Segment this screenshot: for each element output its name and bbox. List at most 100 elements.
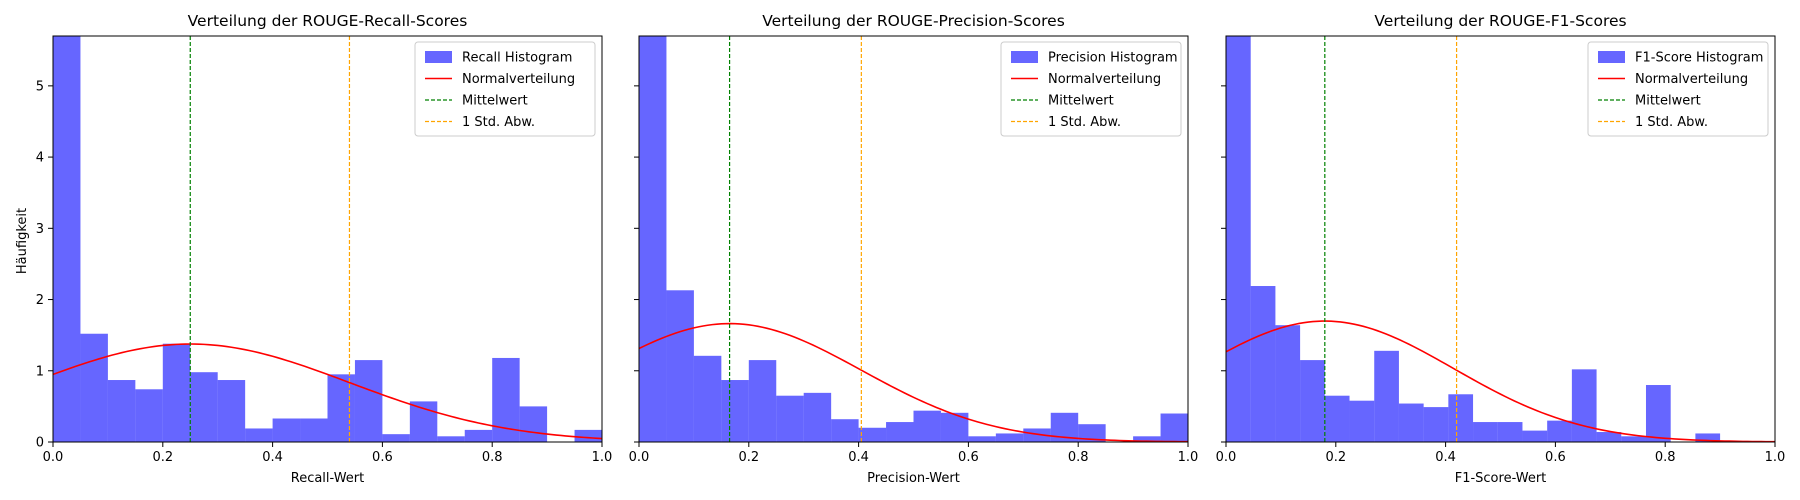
- legend-swatch-histogram: [1598, 51, 1625, 63]
- legend-label: Mittelwert: [1048, 94, 1114, 109]
- legend-swatch-histogram: [425, 51, 452, 63]
- histogram-bar: [1473, 422, 1498, 442]
- x-tick-label: 0.6: [958, 450, 979, 465]
- legend-label: Normalverteilung: [462, 72, 575, 87]
- x-tick-label: 0.8: [482, 450, 503, 465]
- axes-frame: [1225, 35, 1776, 443]
- chart-title: Verteilung der ROUGE-F1-Scores: [1374, 12, 1626, 30]
- y-tick-label: 0: [36, 436, 44, 451]
- legend-label: Mittelwert: [462, 94, 528, 109]
- histogram-bar: [721, 380, 749, 442]
- histogram-bar: [1547, 420, 1572, 442]
- normal-curve: [1226, 320, 1775, 442]
- histogram-bar: [1621, 436, 1646, 442]
- histogram-bar: [858, 427, 887, 442]
- legend-label: 1 Std. Abw.: [1048, 115, 1121, 130]
- histogram-bar: [995, 433, 1024, 442]
- legend-label: Normalverteilung: [1048, 72, 1161, 87]
- histogram-bar: [1160, 413, 1188, 442]
- histogram-bar: [1423, 407, 1449, 442]
- x-tick-label: 0.2: [152, 450, 173, 465]
- histogram-bar: [1133, 436, 1161, 442]
- histogram-bar: [300, 418, 328, 442]
- histogram-bar: [1374, 350, 1399, 442]
- histogram-bar: [693, 355, 722, 442]
- histogram-bar: [272, 418, 301, 442]
- legend-box: [1587, 41, 1769, 137]
- histogram-bar: [1571, 369, 1597, 442]
- legend-label: Normalverteilung: [1635, 72, 1748, 87]
- histogram-bar: [107, 380, 136, 442]
- x-tick-label: 0.0: [1216, 450, 1237, 465]
- legend-label: 1 Std. Abw.: [1635, 115, 1708, 130]
- x-tick-label: 0.8: [1655, 450, 1676, 465]
- x-tick-label: 0.4: [1435, 450, 1456, 465]
- histogram-bar: [1250, 286, 1276, 442]
- histogram-bar: [1448, 394, 1474, 442]
- histogram-bar: [1398, 403, 1424, 442]
- histogram-bar: [80, 333, 108, 442]
- histogram-bar: [639, 36, 667, 442]
- histogram-bar: [1275, 325, 1301, 442]
- x-tick-label: 0.2: [1325, 450, 1346, 465]
- chart-panel-2: 0.0 0.2 0.4 0.6 0.8 1.0 Verteilung der ROUGE-P…: [629, 12, 1199, 486]
- chart-title: Verteilung der ROUGE-Precision-Scores: [762, 12, 1065, 30]
- x-tick-label: 0.6: [372, 450, 393, 465]
- histogram-bar: [1300, 360, 1325, 442]
- histogram-bar: [1324, 395, 1350, 442]
- axes-frame: [52, 35, 603, 443]
- histogram-bar: [409, 401, 438, 442]
- histogram-bar: [1522, 430, 1548, 442]
- y-tick-label: 1: [36, 364, 44, 379]
- histogram-bar: [1226, 36, 1251, 442]
- histogram-bar: [1023, 428, 1051, 442]
- x-tick-label: 0.6: [1545, 450, 1566, 465]
- histogram-bar: [776, 395, 804, 442]
- histogram-bar: [1349, 400, 1375, 442]
- legend-swatch-histogram: [1011, 51, 1038, 63]
- histogram-bar: [327, 374, 355, 442]
- histogram-bar: [519, 406, 548, 442]
- histogram-bar: [245, 428, 273, 442]
- histogram-bar: [913, 410, 941, 442]
- x-tick-label: 0.4: [262, 450, 283, 465]
- legend-label: F1-Score Histogram: [1635, 51, 1763, 66]
- y-tick-label: 4: [36, 151, 44, 166]
- axes-frame: [638, 35, 1189, 443]
- histogram-bar: [574, 429, 602, 442]
- histogram-bar: [217, 380, 246, 442]
- histogram-bar: [666, 290, 694, 442]
- x-tick-label: 0.0: [43, 450, 64, 465]
- histogram-bar: [831, 419, 859, 442]
- histogram-bar: [748, 360, 777, 442]
- chart-panel-3: 0.0 0.2 0.4 0.6 0.8 1.0 Verteilung der ROUGE-F…: [1216, 12, 1786, 486]
- histogram-bar: [382, 434, 410, 442]
- legend-label: Recall Histogram: [462, 51, 572, 66]
- x-axis-label: Recall-Wert: [291, 471, 364, 486]
- x-axis-label: F1-Score-Wert: [1455, 471, 1547, 486]
- y-tick-label: 5: [36, 79, 44, 94]
- histogram-bar: [1078, 424, 1106, 442]
- histogram-bar: [1596, 432, 1622, 442]
- histogram-bar: [1497, 422, 1523, 442]
- x-tick-label: 0.0: [629, 450, 650, 465]
- histogram-bar: [1695, 433, 1721, 442]
- legend-label: Precision Histogram: [1048, 51, 1178, 66]
- legend-label: 1 Std. Abw.: [462, 115, 535, 130]
- histogram-bar: [190, 372, 218, 442]
- legend-box: [1000, 41, 1182, 137]
- legend-label: Mittelwert: [1635, 94, 1701, 109]
- x-tick-label: 0.2: [738, 450, 759, 465]
- histogram-bar: [53, 36, 81, 442]
- histogram-bar: [803, 392, 832, 442]
- x-tick-label: 1.0: [592, 450, 613, 465]
- y-tick-label: 2: [36, 293, 44, 308]
- chart-panel-1: 0.0 0.2 0.4 0.6 0.8 1.0 0 1 2 3 4 5 Verteilung der R…: [36, 12, 613, 486]
- histogram-bar: [968, 436, 996, 442]
- x-axis-label: Precision-Wert: [867, 471, 960, 486]
- x-tick-label: 0.8: [1068, 450, 1089, 465]
- x-tick-label: 1.0: [1178, 450, 1199, 465]
- figure-ylabel: Häufigkeit: [15, 208, 30, 274]
- histogram-bar: [464, 429, 493, 442]
- normal-curve: [53, 343, 602, 440]
